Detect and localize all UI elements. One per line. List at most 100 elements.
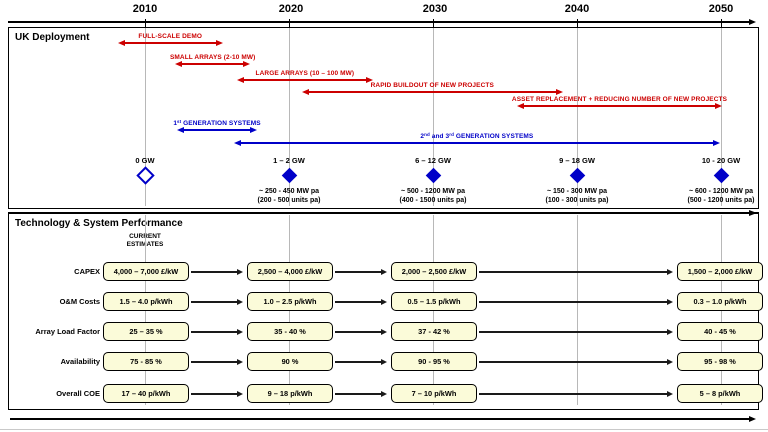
generation-system-arrow-line — [238, 142, 716, 144]
milestone-mw-pa-label: ~ 500 - 1200 MW pa — [400, 188, 465, 195]
perf-value-box: 2,500 – 4,000 £/kW — [247, 262, 333, 281]
deployment-phase-arrow-line — [241, 79, 369, 81]
decade-tick — [577, 19, 578, 27]
perf-value-box: 0.3 – 1.0 p/kWh — [677, 292, 763, 311]
perf-flow-arrow-line — [335, 331, 385, 333]
perf-value-box: 95 - 98 % — [677, 352, 763, 371]
year-label-2050: 2050 — [708, 3, 734, 15]
perf-flow-arrow-line — [479, 301, 671, 303]
deployment-phase-arrow-right-arrowhead — [365, 76, 373, 83]
perf-row-label: CAPEX — [74, 267, 100, 276]
generation-system-label-part: rd — [449, 131, 454, 137]
milestone-gw-label: 9 – 18 GW — [559, 156, 595, 165]
deployment-phase-label: ASSET REPLACEMENT + REDUCING NUMBER OF N… — [511, 95, 728, 103]
perf-value-box: 90 % — [247, 352, 333, 371]
deployment-phase-arrow-left-arrowhead — [301, 88, 309, 95]
perf-flow-arrow-line — [191, 393, 241, 395]
perf-flow-arrowhead — [381, 358, 387, 365]
decade-gridline — [145, 28, 146, 206]
perf-value-box: 4,000 – 7,000 £/kW — [103, 262, 189, 281]
perf-flow-arrowhead — [237, 390, 243, 397]
perf-flow-arrow-line — [479, 331, 671, 333]
perf-flow-arrow-line — [335, 301, 385, 303]
milestone-mw-pa-label: ~ 250 - 450 MW pa — [258, 188, 320, 195]
perf-row-label: O&M Costs — [59, 297, 100, 306]
generation-system-label-part: 2 — [420, 132, 425, 140]
year-label-2040: 2040 — [564, 3, 590, 15]
perf-value-box: 5 – 8 p/kWh — [677, 384, 763, 403]
perf-value-box: 2,000 – 2,500 £/kW — [391, 262, 477, 281]
milestone-gw-label: 1 – 2 GW — [273, 156, 305, 165]
perf-flow-arrowhead — [667, 390, 673, 397]
perf-value-box: 25 – 35 % — [103, 322, 189, 341]
perf-flow-arrowhead — [381, 298, 387, 305]
perf-flow-arrow-line — [335, 393, 385, 395]
perf-value-box: 90 - 95 % — [391, 352, 477, 371]
decade-axis-arrow — [8, 21, 749, 23]
deployment-phase-label: FULL-SCALE DEMO — [138, 32, 202, 40]
deployment-phase-arrow-line — [305, 91, 559, 93]
performance-section: Technology & System Performance — [8, 212, 759, 410]
page-bottom-edge — [0, 429, 768, 430]
perf-row-label: Overall COE — [56, 389, 100, 398]
perf-value-box: 75 - 85 % — [103, 352, 189, 371]
decade-axis-arrowhead — [749, 18, 756, 25]
deployment-phase-arrow-left-arrowhead — [516, 102, 524, 109]
generation-system-arrow-right-arrowhead — [712, 139, 720, 146]
deployment-phase-arrow-right-arrowhead — [555, 88, 563, 95]
year-label-2010: 2010 — [132, 3, 158, 15]
decade-gridline — [577, 215, 578, 405]
milestone-gw-label: 6 – 12 GW — [415, 156, 451, 165]
milestone-units-pa-label: (200 - 500 units pa) — [257, 197, 321, 204]
generation-system-label: 2nd and 3rd GENERATION SYSTEMS — [420, 131, 533, 140]
deployment-phase-arrow-line — [179, 63, 247, 65]
perf-row-label: Array Load Factor — [35, 327, 100, 336]
deployment-phase-label: LARGE ARRAYS (10 – 100 MW) — [255, 69, 355, 77]
perf-flow-arrow-line — [479, 271, 671, 273]
perf-flow-arrowhead — [381, 390, 387, 397]
perf-flow-arrowhead — [237, 268, 243, 275]
milestone-units-pa-label: (100 - 300 units pa) — [545, 197, 609, 204]
perf-flow-arrow-line — [335, 271, 385, 273]
generation-system-label-part: nd — [424, 131, 430, 137]
decade-tick — [721, 19, 722, 27]
perf-flow-arrowhead — [237, 298, 243, 305]
perf-value-box: 1.0 – 2.5 p/kWh — [247, 292, 333, 311]
perf-value-box: 40 - 45 % — [677, 322, 763, 341]
decade-gridline — [721, 28, 722, 206]
perf-row-label: Availability — [60, 357, 100, 366]
milestone-gw-label: 0 GW — [135, 156, 155, 165]
bottom-axis-arrowhead — [749, 415, 756, 422]
deployment-phase-arrow-right-arrowhead — [215, 39, 223, 46]
generation-system-label-part: and 3 — [429, 132, 450, 140]
deployment-phase-arrow-line — [520, 105, 719, 107]
perf-value-box: 1.5 – 4.0 p/kWh — [103, 292, 189, 311]
decade-tick — [145, 19, 146, 27]
milestone-units-pa-label: (500 - 1200 units pa) — [687, 197, 755, 204]
uk-deployment-section: UK Deployment — [8, 27, 759, 209]
milestone-mw-pa-label: ~ 600 - 1200 MW pa — [688, 188, 753, 195]
generation-system-label-part: 1 — [173, 119, 178, 127]
perf-value-box: 37 - 42 % — [391, 322, 477, 341]
generation-system-arrow-left-arrowhead — [234, 139, 242, 146]
perf-value-box: 9 – 18 p/kWh — [247, 384, 333, 403]
deployment-phase-arrow-right-arrowhead — [715, 102, 723, 109]
perf-flow-arrow-line — [335, 361, 385, 363]
deployment-phase-arrow-left-arrowhead — [175, 60, 183, 67]
perf-flow-arrow-line — [479, 393, 671, 395]
decade-gridline — [577, 28, 578, 206]
generation-system-arrow-line — [180, 129, 254, 131]
deployment-phase-arrow-left-arrowhead — [237, 76, 245, 83]
deployment-phase-label: RAPID BUILDOUT OF NEW PROJECTS — [370, 81, 494, 89]
generation-system-arrow-right-arrowhead — [250, 126, 258, 133]
year-label-2030: 2030 — [422, 3, 448, 15]
uk-deployment-title: UK Deployment — [15, 32, 90, 43]
decade-tick — [433, 19, 434, 27]
perf-flow-arrowhead — [667, 328, 673, 335]
milestone-units-pa-label: (400 - 1500 units pa) — [399, 197, 467, 204]
perf-value-box: 17 – 40 p/kWh — [103, 384, 189, 403]
perf-flow-arrowhead — [667, 298, 673, 305]
perf-flow-arrowhead — [667, 268, 673, 275]
perf-flow-arrow-line — [191, 331, 241, 333]
